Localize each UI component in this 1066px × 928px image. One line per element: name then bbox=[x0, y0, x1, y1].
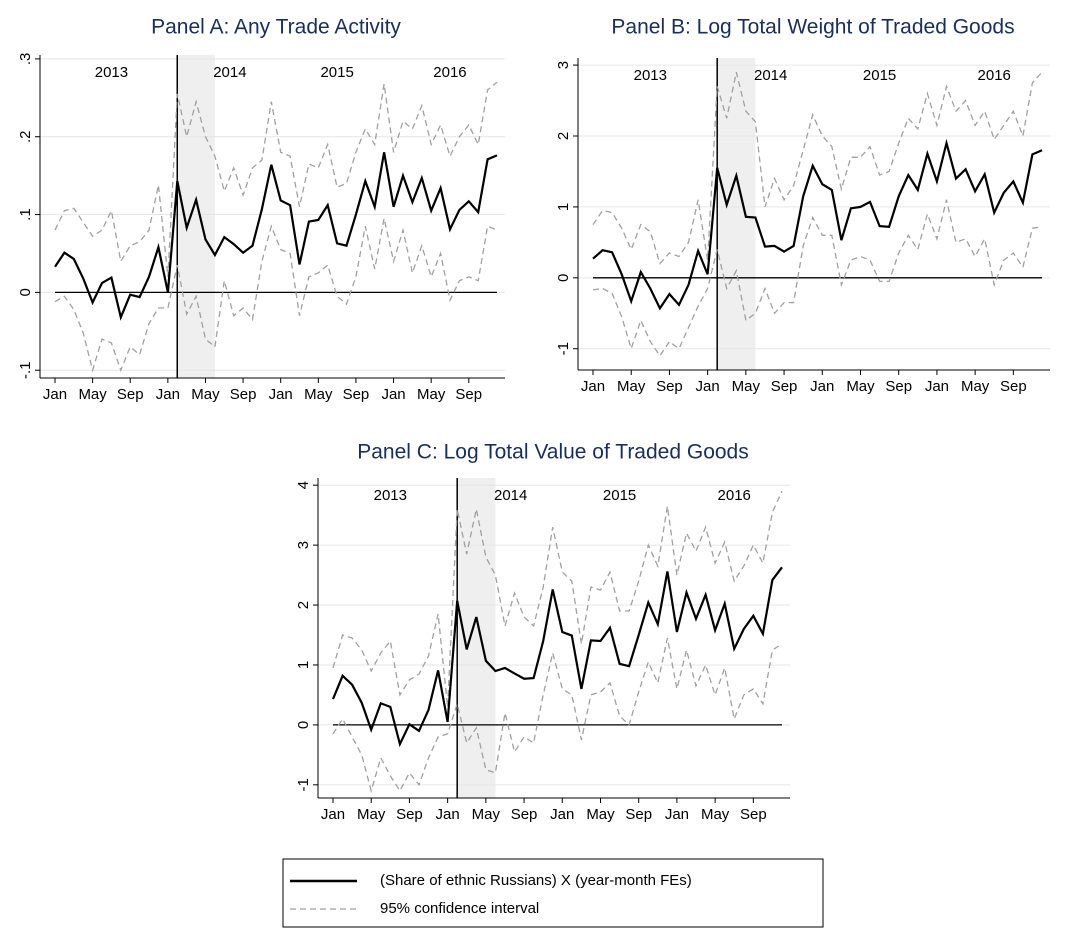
y-tick-label: 2 bbox=[295, 601, 312, 609]
y-tick-label: 1 bbox=[555, 203, 572, 211]
x-tick-label: Sep bbox=[455, 386, 482, 403]
x-tick-label: May bbox=[417, 386, 446, 403]
x-tick-label: Jan bbox=[925, 378, 949, 395]
x-tick-label: May bbox=[304, 386, 333, 403]
year-label: 2013 bbox=[374, 487, 407, 504]
y-tick-label: 0 bbox=[17, 288, 34, 296]
x-tick-label: May bbox=[472, 806, 501, 823]
x-tick-label: Sep bbox=[625, 806, 652, 823]
y-tick-label: .1 bbox=[17, 208, 34, 221]
event-shade bbox=[457, 478, 496, 798]
x-tick-label: Jan bbox=[550, 806, 574, 823]
year-label: 2016 bbox=[433, 64, 466, 81]
estimate-line bbox=[54, 152, 498, 321]
x-tick-label: Sep bbox=[396, 806, 423, 823]
x-tick-label: Sep bbox=[230, 386, 257, 403]
legend-box bbox=[282, 858, 824, 928]
y-tick-label: 4 bbox=[295, 481, 312, 489]
x-tick-label: May bbox=[617, 378, 646, 395]
x-tick-label: Sep bbox=[740, 806, 767, 823]
y-tick-label: 0 bbox=[555, 274, 572, 282]
estimate-line bbox=[331, 566, 783, 748]
year-label: 2015 bbox=[863, 67, 896, 84]
x-tick-label: Sep bbox=[885, 378, 912, 395]
y-tick-label: 1 bbox=[295, 661, 312, 669]
x-tick-label: Jan bbox=[696, 378, 720, 395]
x-tick-label: Jan bbox=[269, 386, 293, 403]
year-label: 2013 bbox=[634, 67, 667, 84]
x-tick-label: Sep bbox=[771, 378, 798, 395]
panel-title: Panel A: Any Trade Activity bbox=[151, 16, 401, 39]
legend-label: (Share of ethnic Russians) X (year-month… bbox=[380, 872, 692, 889]
x-tick-label: Jan bbox=[156, 386, 180, 403]
x-tick-label: May bbox=[701, 806, 730, 823]
ci-line bbox=[332, 490, 783, 707]
year-label: 2014 bbox=[213, 64, 246, 81]
y-tick-label: .2 bbox=[17, 130, 34, 143]
x-tick-label: May bbox=[357, 806, 386, 823]
x-tick-label: May bbox=[78, 386, 107, 403]
x-tick-label: Sep bbox=[511, 806, 538, 823]
x-tick-label: Sep bbox=[1000, 378, 1027, 395]
panel-title: Panel B: Log Total Weight of Traded Good… bbox=[611, 16, 1014, 39]
year-label: 2016 bbox=[978, 67, 1011, 84]
event-shade bbox=[717, 58, 756, 370]
year-label: 2015 bbox=[603, 487, 636, 504]
x-tick-label: May bbox=[846, 378, 875, 395]
year-label: 2015 bbox=[320, 64, 353, 81]
ci-line bbox=[592, 71, 1043, 265]
y-tick-label: 0 bbox=[295, 721, 312, 729]
estimate-line bbox=[592, 138, 1043, 311]
legend-label: 95% confidence interval bbox=[380, 900, 539, 917]
x-tick-label: Jan bbox=[436, 806, 460, 823]
x-tick-label: May bbox=[961, 378, 990, 395]
y-tick-label: -1 bbox=[295, 778, 312, 791]
x-tick-label: May bbox=[586, 806, 615, 823]
ci-line bbox=[592, 199, 1043, 357]
y-tick-label: -1 bbox=[555, 342, 572, 355]
x-tick-label: Sep bbox=[343, 386, 370, 403]
y-tick-label: 3 bbox=[295, 541, 312, 549]
ci-line bbox=[54, 81, 498, 277]
year-label: 2014 bbox=[494, 487, 527, 504]
panel-title: Panel C: Log Total Value of Traded Goods bbox=[357, 441, 748, 464]
x-tick-label: Jan bbox=[321, 806, 345, 823]
ci-line bbox=[332, 637, 783, 794]
year-label: 2013 bbox=[95, 64, 128, 81]
x-tick-label: May bbox=[191, 386, 220, 403]
ci-line bbox=[54, 218, 498, 373]
x-tick-label: Jan bbox=[43, 386, 67, 403]
x-tick-label: Jan bbox=[665, 806, 689, 823]
y-tick-label: -.1 bbox=[17, 361, 34, 379]
x-tick-label: Jan bbox=[810, 378, 834, 395]
legend: (Share of ethnic Russians) X (year-month… bbox=[282, 858, 824, 928]
y-tick-label: 2 bbox=[555, 132, 572, 140]
year-label: 2014 bbox=[754, 67, 787, 84]
year-label: 2016 bbox=[718, 487, 751, 504]
x-tick-label: Sep bbox=[117, 386, 144, 403]
x-tick-label: Sep bbox=[656, 378, 683, 395]
x-tick-label: Jan bbox=[381, 386, 405, 403]
x-tick-label: May bbox=[732, 378, 761, 395]
y-tick-label: .3 bbox=[17, 53, 34, 66]
y-tick-label: 3 bbox=[555, 61, 572, 69]
x-tick-label: Jan bbox=[581, 378, 605, 395]
